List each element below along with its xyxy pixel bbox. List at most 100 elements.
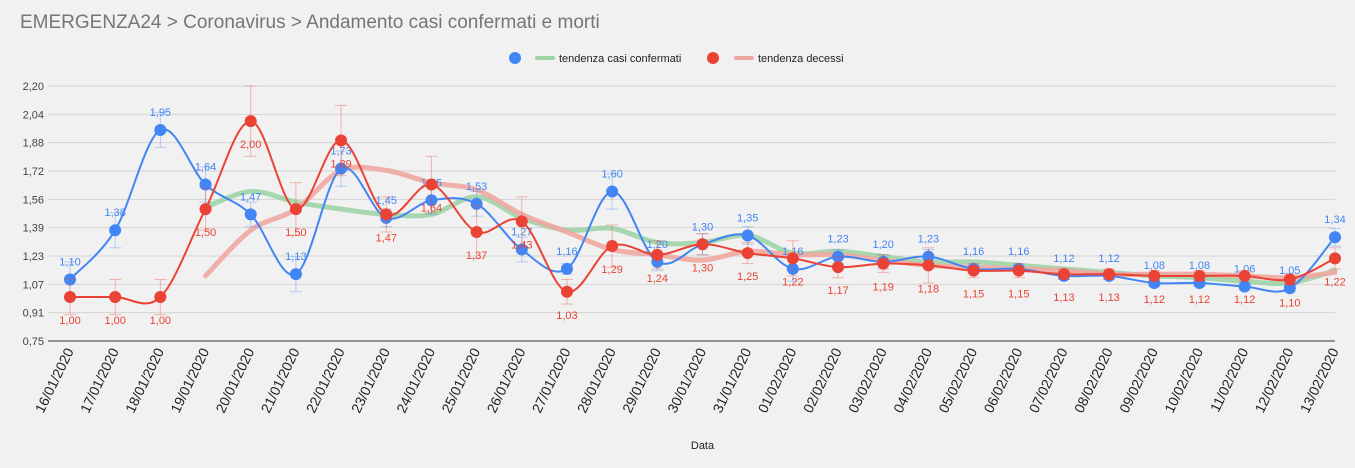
data-point-decessi bbox=[696, 238, 709, 251]
page-title: EMERGENZA24 > Coronavirus > Andamento ca… bbox=[20, 12, 600, 33]
x-tick-label: 13/02/2020 bbox=[1297, 345, 1342, 415]
x-tick-label: 19/01/2020 bbox=[167, 345, 212, 415]
data-label-decessi: 1,15 bbox=[963, 289, 984, 301]
x-tick-label: 04/02/2020 bbox=[890, 345, 935, 415]
data-label-casi: 1,08 bbox=[1189, 260, 1210, 272]
data-point-casi bbox=[335, 162, 348, 175]
data-label-decessi: 1,64 bbox=[421, 202, 442, 214]
data-label-casi: 1,53 bbox=[466, 181, 487, 193]
x-tick-label: 24/01/2020 bbox=[393, 345, 438, 415]
data-label-decessi: 1,10 bbox=[1279, 297, 1300, 309]
x-axis-label: Data bbox=[691, 440, 715, 452]
data-label-casi: 1,20 bbox=[873, 239, 894, 251]
y-tick-label: 1,56 bbox=[23, 194, 44, 206]
y-tick-label: 0,91 bbox=[23, 308, 44, 320]
data-label-casi: 1,08 bbox=[1144, 260, 1165, 272]
data-point-decessi bbox=[651, 248, 664, 261]
x-tick-label: 10/02/2020 bbox=[1161, 345, 1206, 415]
data-point-casi bbox=[515, 243, 528, 256]
data-point-decessi bbox=[877, 257, 890, 270]
x-tick-label: 21/01/2020 bbox=[257, 345, 302, 415]
data-label-casi: 1,13 bbox=[285, 251, 306, 263]
x-tick-label: 25/01/2020 bbox=[438, 345, 483, 415]
data-label-decessi: 1,47 bbox=[376, 232, 397, 244]
data-label-decessi: 1,03 bbox=[556, 310, 577, 322]
data-point-casi bbox=[1283, 282, 1296, 295]
data-point-decessi bbox=[1148, 269, 1161, 282]
data-label-decessi: 1,37 bbox=[466, 250, 487, 262]
data-point-decessi bbox=[154, 291, 167, 304]
legend-label: tendenza casi confermati bbox=[559, 53, 681, 65]
x-tick-label: 09/02/2020 bbox=[1116, 345, 1161, 415]
data-point-decessi bbox=[1329, 252, 1341, 265]
legend-label: tendenza decessi bbox=[758, 53, 844, 65]
data-label-decessi: 1,12 bbox=[1189, 294, 1210, 306]
x-tick-label: 18/01/2020 bbox=[122, 345, 167, 415]
trend-line-tendenza-decessi bbox=[203, 164, 1338, 281]
data-label-casi: 1,73 bbox=[330, 146, 351, 158]
data-label-decessi: 2,00 bbox=[240, 139, 261, 151]
x-tick-label: 05/02/2020 bbox=[935, 345, 980, 415]
data-label-casi: 1,16 bbox=[556, 246, 577, 258]
x-tick-label: 07/02/2020 bbox=[1026, 345, 1071, 415]
data-label-casi: 1,23 bbox=[827, 234, 848, 246]
data-point-decessi bbox=[1193, 269, 1206, 282]
data-label-decessi: 1,22 bbox=[782, 276, 803, 288]
data-label-decessi: 1,89 bbox=[330, 159, 351, 171]
data-label-decessi: 1,00 bbox=[59, 315, 80, 327]
y-tick-label: 2,04 bbox=[23, 109, 44, 121]
y-tick-label: 1,23 bbox=[23, 251, 44, 263]
data-point-casi bbox=[922, 250, 935, 263]
data-point-decessi bbox=[515, 215, 528, 228]
data-point-casi bbox=[64, 273, 76, 286]
data-label-decessi: 1,24 bbox=[647, 273, 668, 285]
data-label-casi: 1,27 bbox=[511, 227, 532, 239]
data-point-decessi bbox=[380, 208, 393, 221]
data-label-casi: 1,12 bbox=[1098, 253, 1119, 265]
data-label-casi: 1,47 bbox=[240, 191, 261, 203]
x-tick-label: 22/01/2020 bbox=[303, 345, 348, 415]
data-point-casi bbox=[560, 262, 573, 275]
x-tick-label: 12/02/2020 bbox=[1251, 345, 1296, 415]
data-point-decessi bbox=[1283, 273, 1296, 286]
data-point-decessi bbox=[109, 291, 122, 304]
data-label-decessi: 1,29 bbox=[601, 264, 622, 276]
data-point-decessi bbox=[425, 178, 438, 191]
data-point-casi bbox=[1329, 231, 1341, 244]
data-point-decessi bbox=[786, 252, 799, 265]
data-point-decessi bbox=[741, 247, 754, 260]
data-label-casi: 1,12 bbox=[1053, 253, 1074, 265]
data-point-decessi bbox=[1057, 268, 1070, 281]
y-tick-label: 1,07 bbox=[23, 279, 44, 291]
data-label-casi: 1,16 bbox=[963, 246, 984, 258]
y-tick-label: 1,72 bbox=[23, 166, 44, 178]
data-point-decessi bbox=[1012, 264, 1025, 277]
data-point-decessi bbox=[335, 134, 348, 147]
x-tick-label: 20/01/2020 bbox=[212, 345, 257, 415]
x-tick-label: 29/01/2020 bbox=[619, 345, 664, 415]
data-point-decessi bbox=[289, 203, 302, 216]
data-label-decessi: 1,43 bbox=[511, 239, 532, 251]
data-label-casi: 1,10 bbox=[59, 256, 80, 268]
data-label-decessi: 1,12 bbox=[1144, 294, 1165, 306]
x-tick-label: 26/01/2020 bbox=[483, 345, 528, 415]
data-point-casi bbox=[425, 194, 438, 207]
data-label-decessi: 1,22 bbox=[1324, 276, 1345, 288]
data-point-decessi bbox=[470, 225, 483, 238]
data-label-decessi: 1,12 bbox=[1234, 294, 1255, 306]
data-label-casi: 1,05 bbox=[1279, 265, 1300, 277]
x-tick-label: 01/02/2020 bbox=[754, 345, 799, 415]
data-label-decessi: 1,13 bbox=[1053, 292, 1074, 304]
data-label-casi: 1,20 bbox=[647, 239, 668, 251]
data-label-casi: 1,23 bbox=[918, 234, 939, 246]
data-point-decessi bbox=[606, 240, 619, 253]
x-tick-label: 08/02/2020 bbox=[1071, 345, 1116, 415]
x-tick-label: 03/02/2020 bbox=[845, 345, 890, 415]
data-label-casi: 1,30 bbox=[692, 221, 713, 233]
data-point-decessi bbox=[922, 259, 935, 272]
data-point-casi bbox=[606, 185, 619, 198]
y-tick-label: 1,39 bbox=[23, 223, 44, 235]
data-point-decessi bbox=[967, 264, 980, 277]
legend-marker bbox=[707, 52, 719, 64]
